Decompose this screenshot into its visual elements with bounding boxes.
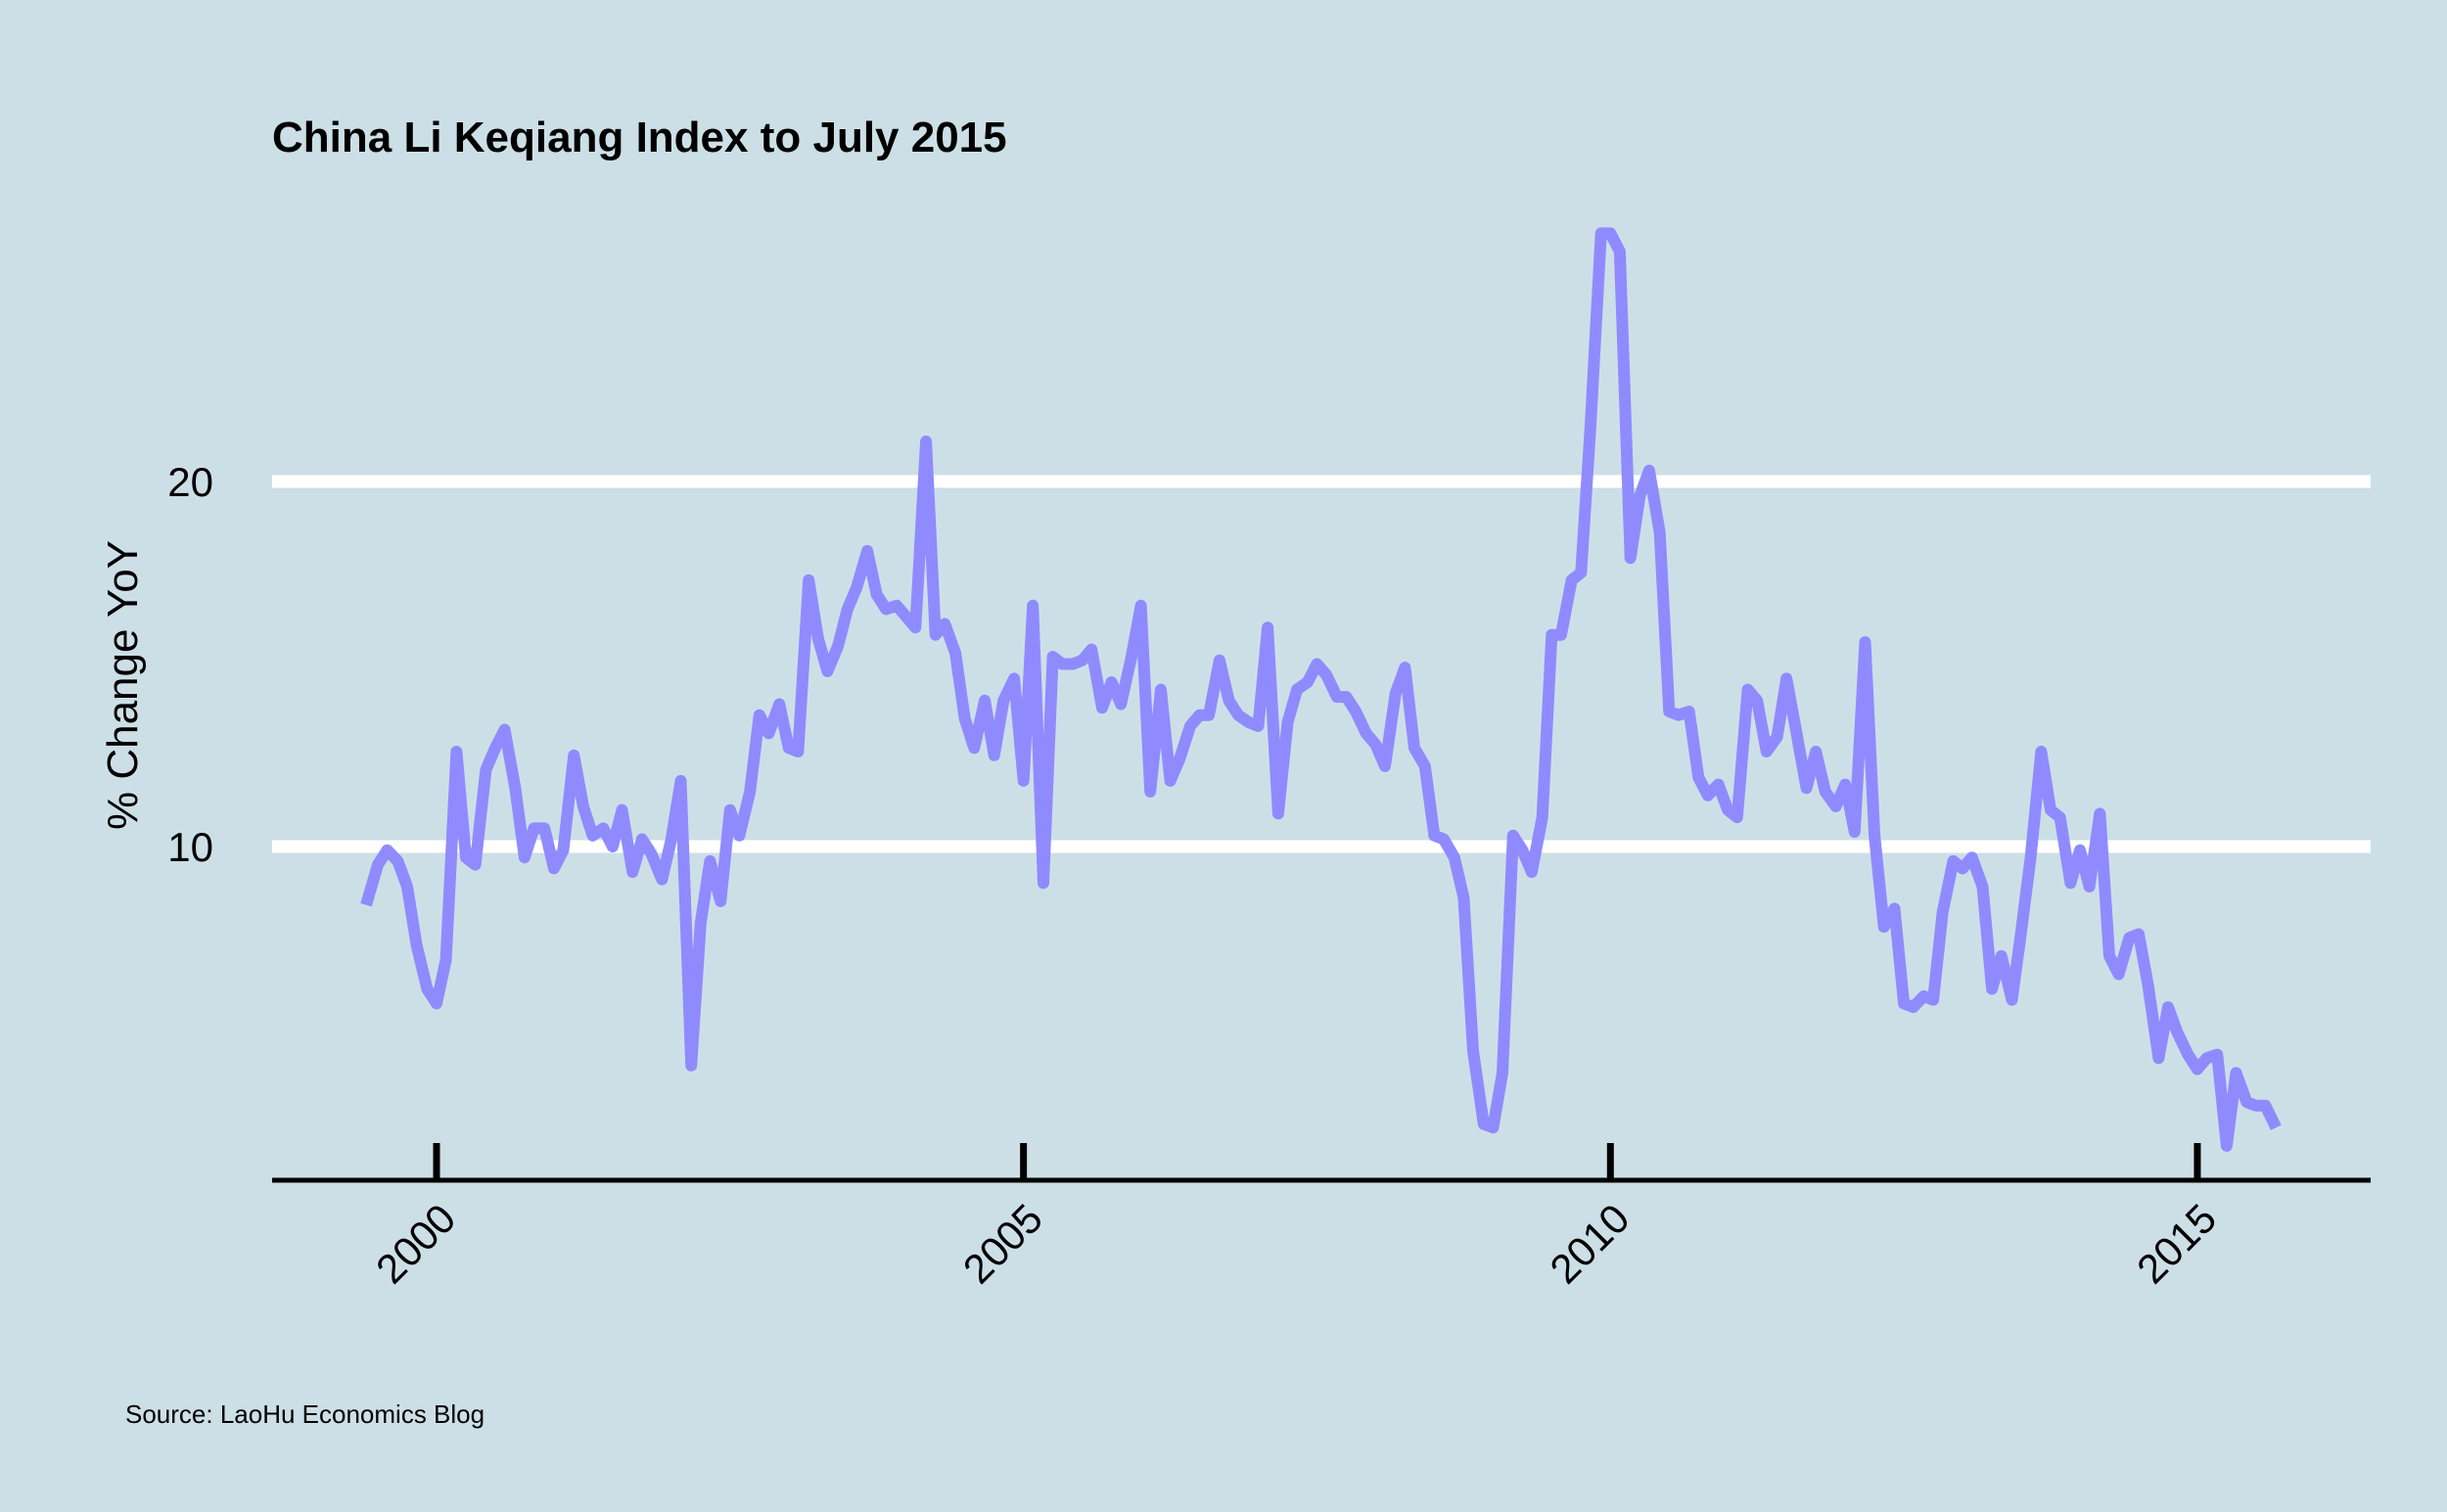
x-tick-label: 2010 [1541,1195,1638,1292]
y-tick-label: 10 [167,824,213,870]
y-axis-ticks: 10 20 [167,459,213,870]
series-line-0 [360,227,2282,1152]
source-caption: Source: LaoHu Economics Blog [125,1399,485,1429]
x-tick-label: 2005 [954,1195,1051,1292]
gridlines [272,475,2371,853]
y-axis-label: % Change YoY [99,540,147,830]
series-group [360,227,2282,1152]
x-tick-label: 2015 [2128,1195,2225,1292]
chart-title: China Li Keqiang Index to July 2015 [272,114,1007,161]
y-tick-label: 20 [167,459,213,505]
x-tick-label: 2000 [367,1195,464,1292]
x-axis-ticks: 2000 2005 2010 2015 [367,1143,2225,1292]
